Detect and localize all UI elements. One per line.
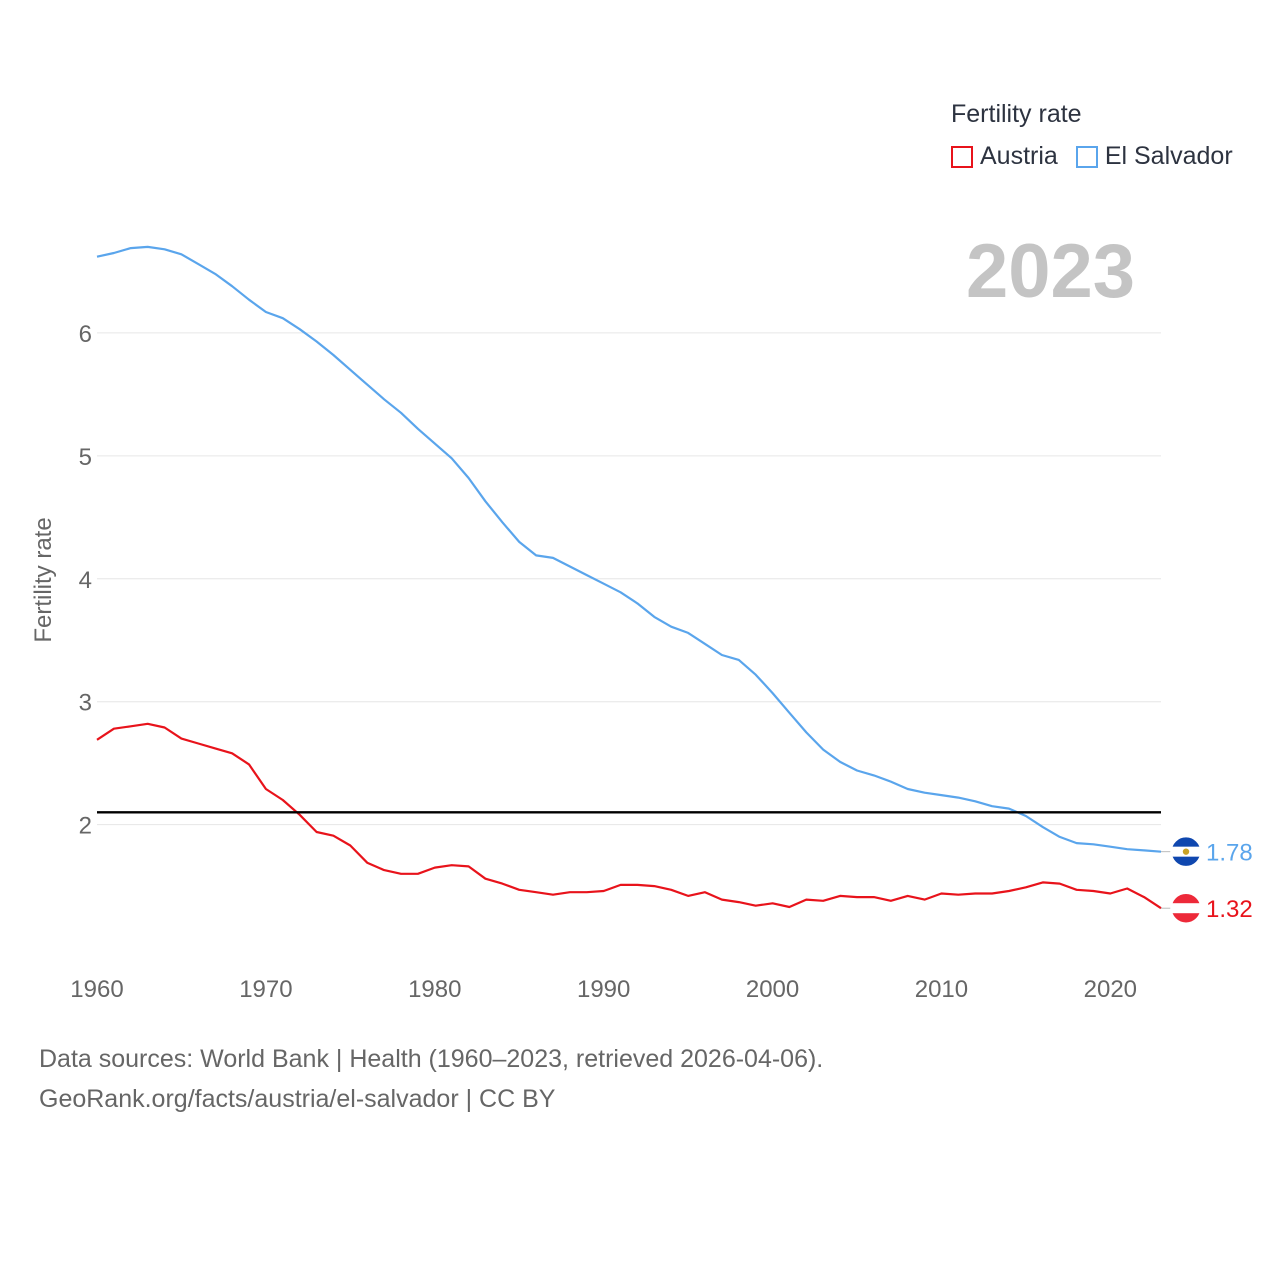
x-tick-label: 1980 (408, 976, 461, 1003)
legend-item-austria[interactable]: Austria (951, 142, 1058, 171)
x-tick-label: 1960 (70, 976, 123, 1003)
legend-swatch-el-salvador (1075, 145, 1098, 168)
end-markers: 1.32 1.78 (1161, 835, 1253, 924)
legend-swatch-austria (951, 145, 973, 168)
flag-icon-austria (1170, 892, 1202, 924)
footer-sources: Data sources: World Bank | Health (1960–… (39, 1045, 824, 1073)
legend-label-el-salvador: El Salvador (1104, 142, 1233, 170)
x-tick-label: 1990 (577, 976, 630, 1003)
legend-title: Fertility rate (951, 100, 1082, 128)
series-line-el-salvador[interactable] (96, 245, 1162, 853)
legend: Austria El Salvador (951, 142, 1251, 171)
x-tick-label: 1970 (239, 976, 292, 1003)
end-value-label-el-salvador: 1.78 (1206, 840, 1253, 867)
flag-icon-el-salvador (1170, 835, 1202, 868)
gridlines (97, 332, 1161, 826)
series-lines (96, 245, 1162, 910)
legend-label-austria: Austria (980, 142, 1058, 170)
x-tick-label: 2020 (1084, 976, 1137, 1003)
y-tick-label: 2 (79, 813, 92, 840)
current-year-label: 2023 (966, 229, 1136, 314)
x-axis-ticks: 1960 1970 1980 1990 2000 2010 2020 (70, 976, 1137, 1003)
y-tick-label: 3 (79, 690, 92, 717)
y-tick-label: 5 (79, 444, 92, 471)
x-tick-label: 2000 (746, 976, 799, 1003)
end-value-label-austria: 1.32 (1206, 896, 1253, 923)
y-tick-label: 4 (79, 567, 92, 594)
x-tick-label: 2010 (915, 976, 968, 1003)
y-axis-ticks: 2 3 4 5 6 (79, 321, 92, 840)
legend-item-el-salvador[interactable]: El Salvador (1075, 142, 1233, 171)
footer-link[interactable]: GeoRank.org/facts/austria/el-salvador | … (39, 1085, 556, 1113)
series-line-austria[interactable] (96, 722, 1162, 910)
y-tick-label: 6 (79, 321, 92, 348)
y-axis-title: Fertility rate (30, 517, 57, 642)
